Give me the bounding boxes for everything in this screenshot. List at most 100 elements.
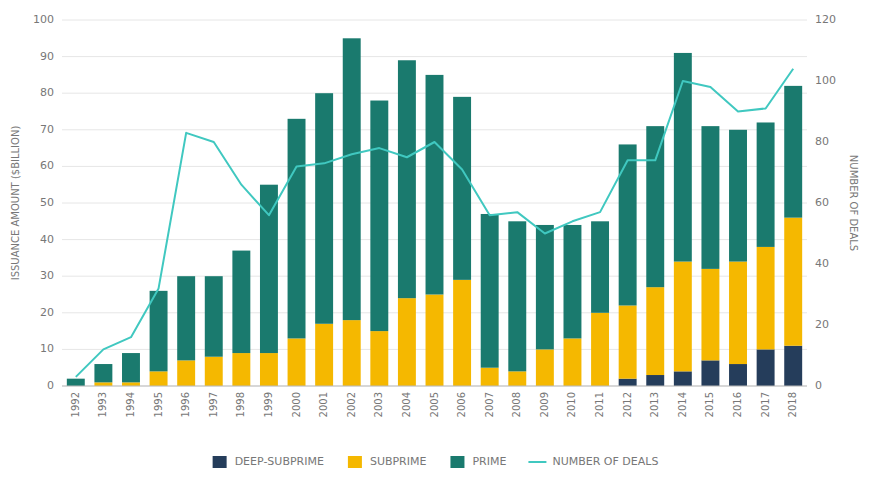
x-tick-label: 2000: [291, 392, 302, 417]
grid-line: [62, 56, 807, 57]
legend-item: NUMBER OF DEALS: [528, 455, 658, 468]
bar: [646, 375, 664, 386]
x-tick-label: 2015: [704, 392, 715, 417]
bar: [370, 331, 388, 386]
bar: [398, 60, 416, 298]
x-tick-label: 2007: [484, 392, 495, 417]
y-axis-label: ISSUANCE AMOUNT ($BILLION): [10, 126, 21, 281]
bar: [343, 38, 361, 320]
x-tick-label: 2013: [649, 392, 660, 417]
y-tick-label: 50: [40, 196, 54, 209]
bar: [453, 280, 471, 386]
bar: [481, 368, 499, 386]
bar: [94, 364, 112, 382]
legend: DEEP-SUBPRIME SUBPRIME PRIME NUMBER OF DEAL…: [213, 455, 659, 468]
bar: [370, 101, 388, 332]
y2-tick-label: 120: [815, 13, 836, 26]
x-tick-label: 2009: [539, 392, 550, 417]
bar: [288, 119, 306, 339]
bar: [150, 291, 168, 372]
plot-area: [67, 38, 802, 386]
x-tick-label: 1997: [208, 392, 219, 417]
bar: [784, 346, 802, 386]
bar: [757, 247, 775, 349]
y-tick-label: 10: [40, 342, 54, 355]
grid-line: [62, 20, 807, 21]
y2-tick-label: 0: [815, 379, 822, 392]
bar: [315, 324, 333, 386]
legend-swatch: [348, 456, 362, 468]
x-tick-label: 1995: [153, 392, 164, 417]
bar: [674, 371, 692, 386]
legend-swatch: [528, 461, 546, 463]
legend-swatch: [213, 456, 227, 468]
bar: [784, 86, 802, 218]
bar: [122, 382, 140, 386]
bar: [232, 251, 250, 353]
x-tick-label: 2010: [566, 392, 577, 417]
x-tick-label: 2014: [677, 392, 688, 417]
bar: [343, 320, 361, 386]
bar: [536, 225, 554, 349]
x-tick-label: 2011: [594, 392, 605, 417]
bar: [784, 218, 802, 346]
x-tick-label: 2006: [456, 392, 467, 417]
bar: [563, 225, 581, 338]
bar: [177, 360, 195, 386]
bar: [729, 262, 747, 364]
y2-tick-label: 20: [815, 318, 829, 331]
bar: [232, 353, 250, 386]
x-tick-label: 2002: [346, 392, 357, 417]
bar: [122, 353, 140, 382]
y-tick-label: 100: [33, 13, 54, 26]
bar: [646, 126, 664, 287]
x-tick-label: 1999: [263, 392, 274, 417]
x-tick-label: 2016: [732, 392, 743, 417]
y-tick-label: 20: [40, 306, 54, 319]
bar: [591, 221, 609, 312]
y-tick-label: 70: [40, 123, 54, 136]
bar: [426, 295, 444, 387]
bar: [619, 305, 637, 378]
grid-line: [62, 386, 807, 387]
bar: [701, 269, 719, 361]
background: [0, 0, 869, 478]
bar: [619, 144, 637, 305]
bar: [729, 130, 747, 262]
line: [76, 69, 793, 377]
x-tick-label: 2001: [318, 392, 329, 417]
bar: [729, 364, 747, 386]
bar: [177, 276, 195, 360]
x-tick-label: 1992: [70, 392, 81, 417]
bar-series: [67, 38, 802, 386]
y2-tick-label: 80: [815, 135, 829, 148]
x-tick-label: 2005: [429, 392, 440, 417]
bar: [94, 382, 112, 386]
bar: [288, 338, 306, 386]
x-tick-label: 2008: [511, 392, 522, 417]
legend-item: DEEP-SUBPRIME: [213, 455, 324, 468]
legend-label: DEEP-SUBPRIME: [235, 455, 324, 468]
y-tick-label: 30: [40, 269, 54, 282]
bar: [646, 287, 664, 375]
bar: [619, 379, 637, 386]
bar: [508, 221, 526, 371]
x-tick-label: 2018: [787, 392, 798, 417]
x-tick-label: 2003: [373, 392, 384, 417]
x-tick-label: 1996: [180, 392, 191, 417]
bar-series: [94, 218, 802, 386]
bar: [481, 214, 499, 368]
bar: [674, 262, 692, 372]
bar: [260, 353, 278, 386]
bar: [453, 97, 471, 280]
bar: [150, 371, 168, 386]
legend-label: PRIME: [472, 455, 506, 468]
legend-item: SUBPRIME: [348, 455, 427, 468]
bar: [67, 379, 85, 386]
bar: [398, 298, 416, 386]
bar: [536, 349, 554, 386]
x-tick-label: 1993: [97, 392, 108, 417]
grid: [62, 20, 807, 386]
bar: [674, 53, 692, 262]
x-axis-line: [62, 386, 807, 387]
